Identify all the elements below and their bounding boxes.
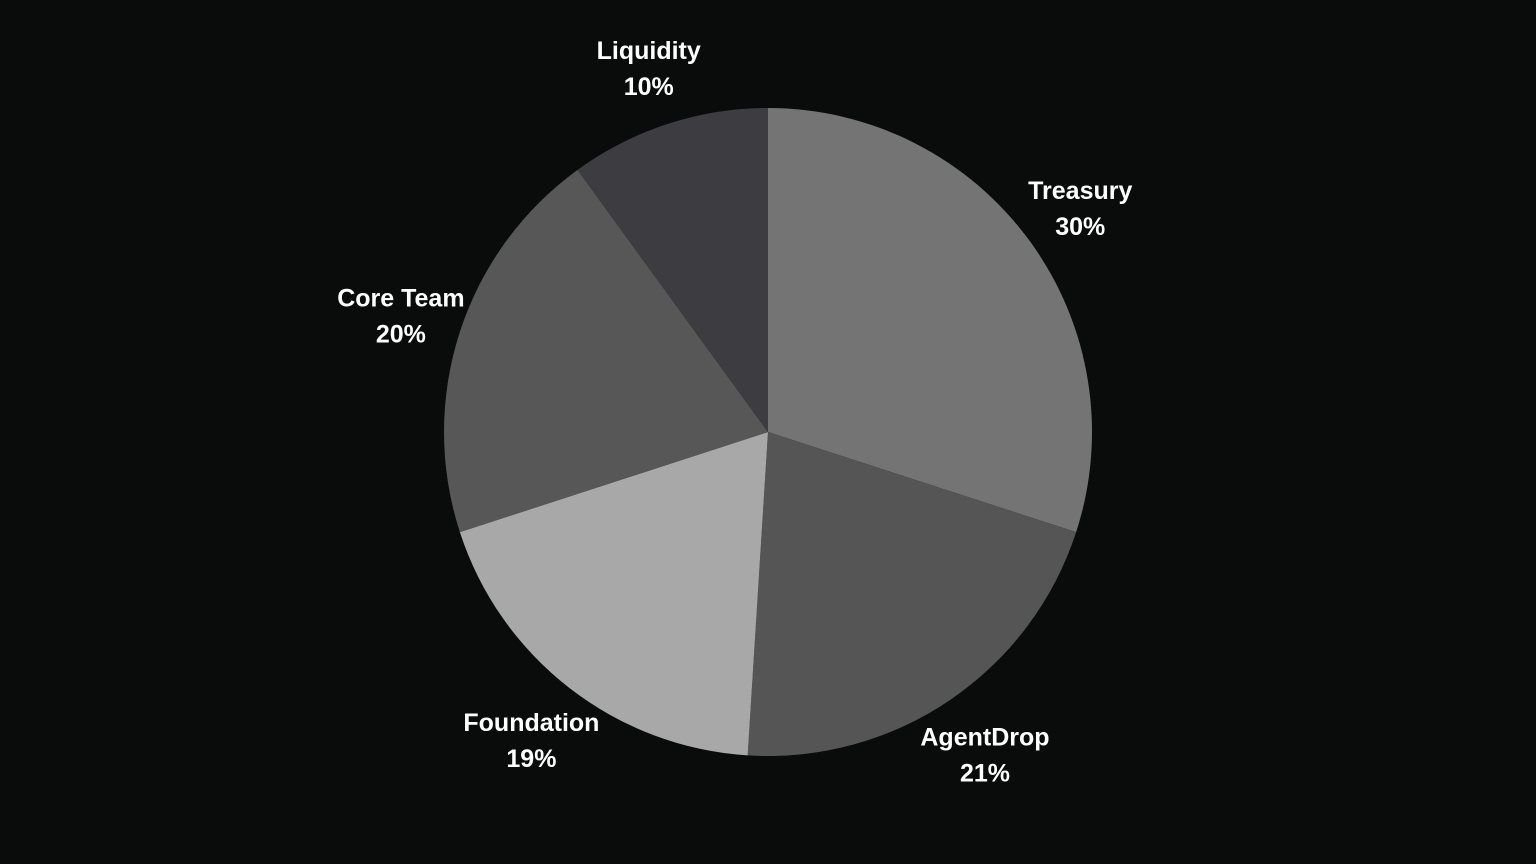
slice-label-foundation: Foundation [463,709,599,737]
slice-label-core-team: Core Team [337,285,464,313]
slice-percent-agentdrop: 21% [960,759,1010,787]
pie-slice-foundation [459,432,768,756]
pie-slice-agentdrop [747,432,1077,756]
slice-percent-foundation: 19% [506,745,556,773]
pie-slices [443,108,1092,756]
slice-label-treasury: Treasury [1028,177,1132,205]
slice-percent-core-team: 20% [376,321,426,349]
pie-labels: Treasury 30% AgentDrop 21% Foundation 19% Core… [337,37,1132,787]
slice-percent-treasury: 30% [1055,213,1105,241]
slice-label-agentdrop: AgentDrop [920,723,1049,751]
slice-label-liquidity: Liquidity [597,37,701,65]
pie-slice-liquidity [577,108,768,432]
slice-percent-liquidity: 10% [624,73,674,101]
pie-slice-core-team [443,169,768,533]
pie-slice-treasury [768,108,1092,533]
